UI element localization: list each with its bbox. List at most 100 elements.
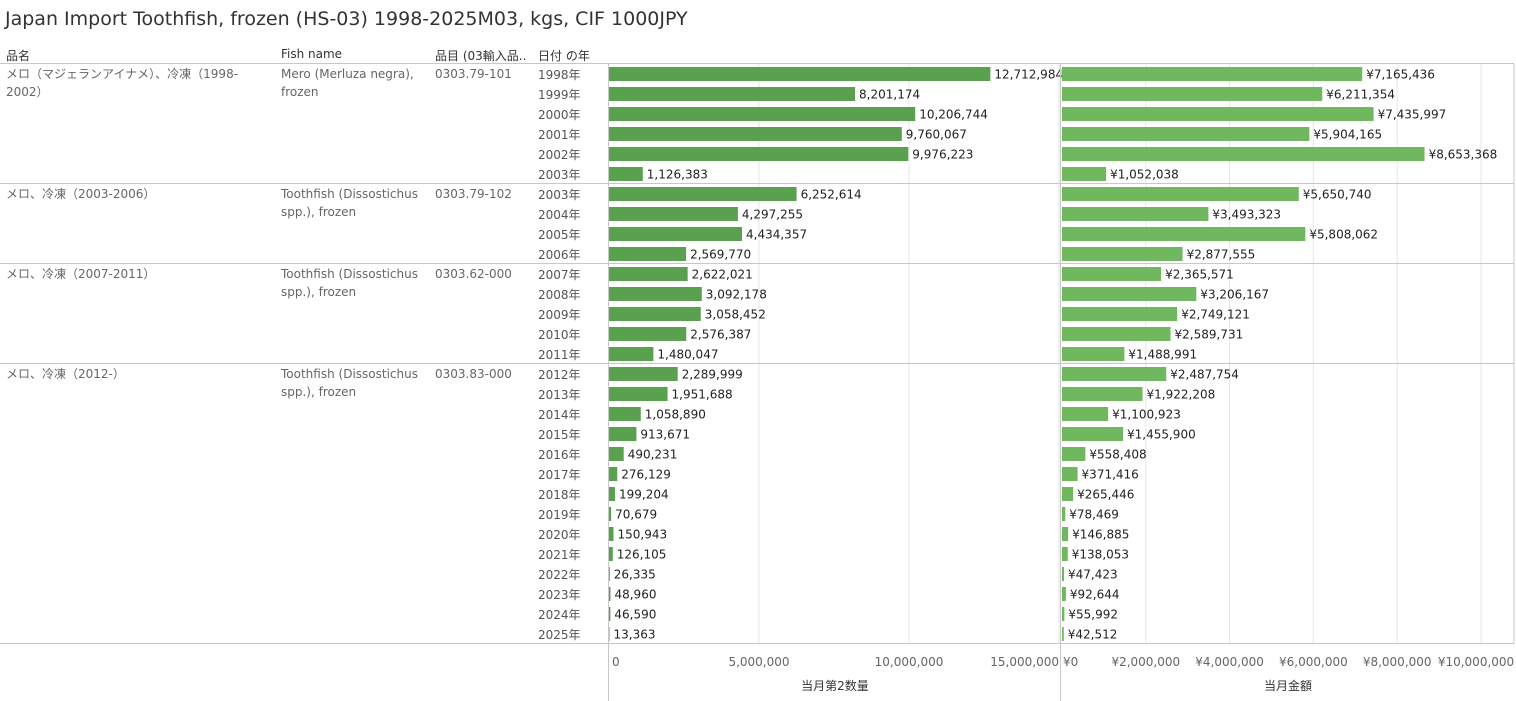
quantity-bar[interactable] [609, 387, 668, 401]
value-bar[interactable] [1062, 547, 1068, 561]
quantity-bar[interactable] [609, 127, 902, 141]
year-label: 2010年 [538, 328, 581, 342]
value-bar[interactable] [1062, 407, 1109, 421]
quantity-bar[interactable] [609, 347, 654, 361]
value-data-label: ¥8,653,368 [1429, 148, 1498, 162]
value-tick-label: ¥2,000,000 [1111, 655, 1180, 669]
quantity-tick-label: 5,000,000 [728, 655, 789, 669]
value-bar[interactable] [1062, 187, 1299, 201]
quantity-bar[interactable] [609, 67, 991, 81]
group-fish-name: Mero (Merluza negra), frozen [281, 67, 414, 99]
value-bar[interactable] [1062, 247, 1183, 261]
quantity-data-label: 1,951,688 [672, 388, 733, 402]
quantity-bar[interactable] [609, 307, 701, 321]
value-data-label: ¥3,206,167 [1200, 288, 1269, 302]
quantity-bar[interactable] [609, 527, 614, 541]
year-label: 2013年 [538, 388, 581, 402]
header-fish-name[interactable]: Fish name [281, 47, 343, 61]
quantity-data-label: 9,976,223 [912, 148, 973, 162]
value-bar[interactable] [1062, 527, 1069, 541]
quantity-bar[interactable] [609, 567, 610, 581]
value-bar[interactable] [1062, 307, 1178, 321]
value-bar[interactable] [1062, 447, 1086, 461]
year-label: 2016年 [538, 448, 581, 462]
quantity-data-label: 4,434,357 [746, 228, 807, 242]
grid-lines [758, 64, 1482, 644]
quantity-bar[interactable] [609, 87, 856, 101]
header-item-name[interactable]: 品名 [6, 49, 31, 63]
quantity-bar[interactable] [609, 327, 687, 341]
value-bar[interactable] [1062, 147, 1425, 161]
value-data-label: ¥1,052,038 [1110, 168, 1179, 182]
quantity-bar[interactable] [609, 247, 687, 261]
value-bar[interactable] [1062, 587, 1066, 601]
value-bar[interactable] [1062, 387, 1143, 401]
quantity-bar[interactable] [609, 107, 916, 121]
value-bar[interactable] [1062, 347, 1125, 361]
value-bar[interactable] [1062, 67, 1363, 81]
quantity-bar[interactable] [609, 207, 738, 221]
quantity-bar[interactable] [609, 187, 797, 201]
quantity-bar[interactable] [609, 487, 615, 501]
quantity-bar[interactable] [609, 267, 688, 281]
value-bar[interactable] [1062, 227, 1306, 241]
value-bar[interactable] [1062, 87, 1323, 101]
value-bar[interactable] [1062, 287, 1197, 301]
group-item-code: 0303.62-000 [435, 267, 512, 281]
year-label: 2023年 [538, 588, 581, 602]
value-bar[interactable] [1062, 127, 1310, 141]
value-data-label: ¥78,469 [1069, 508, 1119, 522]
year-label: 2017年 [538, 468, 581, 482]
quantity-bar[interactable] [609, 367, 678, 381]
quantity-bar[interactable] [609, 627, 610, 641]
quantity-bar[interactable] [609, 447, 624, 461]
quantity-bar[interactable] [609, 147, 909, 161]
quantity-data-label: 46,590 [614, 608, 656, 622]
value-bar[interactable] [1062, 627, 1064, 641]
quantity-bar[interactable] [609, 227, 743, 241]
value-bar[interactable] [1062, 427, 1124, 441]
quantity-bar[interactable] [609, 467, 618, 481]
value-bar[interactable] [1062, 327, 1171, 341]
value-data-label: ¥7,165,436 [1366, 68, 1435, 82]
group-item-code: 0303.79-101 [435, 67, 512, 81]
quantity-data-label: 8,201,174 [859, 88, 920, 102]
value-data-label: ¥7,435,997 [1378, 108, 1447, 122]
value-bar[interactable] [1062, 267, 1162, 281]
quantity-bar[interactable] [609, 587, 611, 601]
value-bar[interactable] [1062, 507, 1066, 521]
quantity-bar[interactable] [609, 167, 643, 181]
value-bar[interactable] [1062, 207, 1209, 221]
quantity-bar[interactable] [609, 287, 702, 301]
value-bar[interactable] [1062, 367, 1167, 381]
quantity-bar[interactable] [609, 427, 637, 441]
quantity-data-label: 1,480,047 [657, 348, 718, 362]
year-label: 2019年 [538, 508, 581, 522]
quantity-tick-label: 0 [612, 655, 620, 669]
quantity-bar[interactable] [609, 547, 613, 561]
year-label: 2002年 [538, 148, 581, 162]
value-bar[interactable] [1062, 107, 1374, 121]
value-bar[interactable] [1062, 167, 1107, 181]
value-data-label: ¥6,211,354 [1326, 88, 1395, 102]
value-data-label: ¥2,749,121 [1181, 308, 1250, 322]
year-label: 2005年 [538, 228, 581, 242]
quantity-bar[interactable] [609, 407, 641, 421]
quantity-data-label: 26,335 [614, 568, 656, 582]
quantity-data-label: 3,092,178 [706, 288, 767, 302]
value-tick-label: ¥8,000,000 [1363, 655, 1432, 669]
quantity-bar[interactable] [609, 607, 611, 621]
quantity-data-label: 913,671 [640, 428, 690, 442]
value-data-label: ¥47,423 [1068, 568, 1118, 582]
header-item-code[interactable]: 品目 (03輸入品.. [435, 49, 527, 63]
header-year[interactable]: 日付 の年 [538, 49, 590, 63]
value-bar[interactable] [1062, 607, 1065, 621]
quantity-bar[interactable] [609, 507, 612, 521]
value-data-label: ¥92,644 [1070, 588, 1120, 602]
value-bar[interactable] [1062, 467, 1078, 481]
group-item-code: 0303.83-000 [435, 367, 512, 381]
value-bar[interactable] [1062, 487, 1074, 501]
value-bar[interactable] [1062, 567, 1064, 581]
value-tick-label: ¥6,000,000 [1279, 655, 1348, 669]
year-label: 2025年 [538, 628, 581, 642]
